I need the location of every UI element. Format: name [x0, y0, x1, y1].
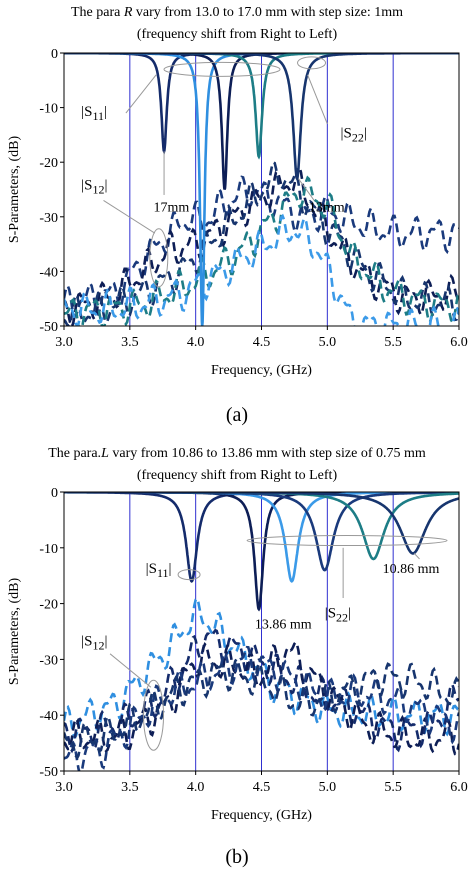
- y-tick-label: -30: [39, 653, 58, 668]
- title-b-line2: (frequency shift from Right to Left): [136, 468, 338, 483]
- title-b: The para.L vary from 10.86 to 13.86 mm w…: [0, 443, 474, 487]
- x-tick-label: 5.5: [384, 335, 402, 350]
- y-tick-label: -20: [39, 598, 58, 613]
- title-a-line2: (frequency shift from Right to Left): [136, 27, 338, 42]
- s12-series-0: [64, 175, 459, 319]
- r13-pointer: [297, 178, 315, 201]
- r13-annotation: 13mm: [309, 200, 345, 215]
- y-tick-label: -30: [39, 211, 58, 226]
- s11-ellipse: [177, 569, 201, 581]
- x-tick-label: 3.5: [121, 780, 139, 795]
- x-tick-label: 3.5: [121, 335, 139, 350]
- s22-ellipse: [246, 535, 448, 547]
- s11-ellipse: [163, 61, 281, 77]
- y-tick-label: -20: [39, 156, 58, 171]
- x-tick-label: 3.0: [55, 335, 73, 350]
- y-axis-label: S-Parameters, (dB): [7, 136, 22, 244]
- x-tick-label: 5.0: [319, 780, 337, 795]
- x-axis-label: Frequency, (GHz): [211, 808, 312, 823]
- s12-pointer: [103, 199, 156, 234]
- s22-pointer: [307, 74, 328, 125]
- s12-series-1: [64, 166, 459, 326]
- x-tick-label: 4.5: [253, 780, 271, 795]
- s12-ellipse: [143, 679, 165, 751]
- s12-ellipse: [149, 228, 169, 288]
- s12-series-2: [64, 639, 459, 756]
- s22-ellipse: [297, 56, 327, 70]
- s22-annotation: |S22|: [341, 126, 367, 145]
- y-tick-label: -40: [39, 709, 58, 724]
- x-axis-label: Frequency, (GHz): [211, 363, 312, 378]
- l1386-annotation: 13.86 mm: [255, 618, 312, 633]
- y-tick-label: -50: [39, 320, 58, 335]
- s11-annotation: |S11|: [81, 104, 107, 123]
- s12-series-3: [64, 645, 459, 771]
- chart-b: 3.0 3.5 4.0 4.5 5.0 5.5 6.0 0 -10 -20 -30 -40 -50 Fre…: [7, 486, 468, 823]
- plot-frame: [63, 491, 460, 772]
- s12-series-2: [64, 160, 459, 326]
- x-tick-label: 5.5: [384, 780, 402, 795]
- x-tick-label: 4.0: [187, 335, 205, 350]
- s12-pointer: [109, 653, 152, 688]
- y-tick-label: -40: [39, 265, 58, 280]
- y-tick-label: -10: [39, 542, 58, 557]
- title-b-line1: The para.L vary from 10.86 to 13.86 mm w…: [48, 446, 426, 461]
- x-tick-label: 6.0: [450, 780, 468, 795]
- s12-series-3: [64, 175, 459, 326]
- s12-series-4: [64, 213, 459, 326]
- l1086-annotation: 10.86 mm: [383, 562, 440, 577]
- x-tick-label: 4.0: [187, 780, 205, 795]
- s11-annotation: |S11|: [146, 561, 172, 580]
- x-tick-label: 6.0: [450, 335, 468, 350]
- y-tick-label: -10: [39, 102, 58, 117]
- panel-label-a: (a): [225, 404, 249, 426]
- s12-annotation: |S12|: [81, 633, 107, 652]
- panel-label-b: (b): [225, 846, 249, 868]
- title-a-line1: The para R vary from 13.0 to 17.0 mm wit…: [70, 5, 404, 20]
- chart-a: 3.0 3.5 4.0 4.5 5.0 5.5 6.0 0 -10 -20 -30 -40 -50 Fre…: [7, 47, 468, 378]
- s12-series-4: [64, 656, 459, 761]
- x-tick-label: 3.0: [55, 780, 73, 795]
- r17-annotation: 17mm: [154, 200, 190, 215]
- s22-annotation: |S22|: [325, 606, 351, 625]
- y-tick-label: 0: [51, 47, 58, 62]
- y-tick-label: -50: [39, 765, 58, 780]
- s12-annotation: |S12|: [81, 178, 107, 197]
- l1086-pointer: [413, 553, 420, 560]
- s11-pointer: [125, 74, 157, 114]
- title-a: The para R vary from 13.0 to 17.0 mm wit…: [0, 2, 474, 46]
- s12-series-1: [64, 628, 459, 754]
- x-tick-label: 5.0: [319, 335, 337, 350]
- plot-frame: [63, 52, 460, 327]
- y-tick-label: 0: [51, 486, 58, 501]
- y-axis-label: S-Parameters, (dB): [7, 578, 22, 686]
- x-tick-label: 4.5: [253, 335, 271, 350]
